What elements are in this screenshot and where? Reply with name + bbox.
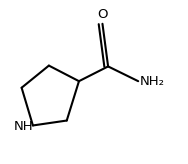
Text: O: O [97,8,108,21]
Text: NH₂: NH₂ [140,75,165,88]
Text: NH: NH [13,120,33,133]
